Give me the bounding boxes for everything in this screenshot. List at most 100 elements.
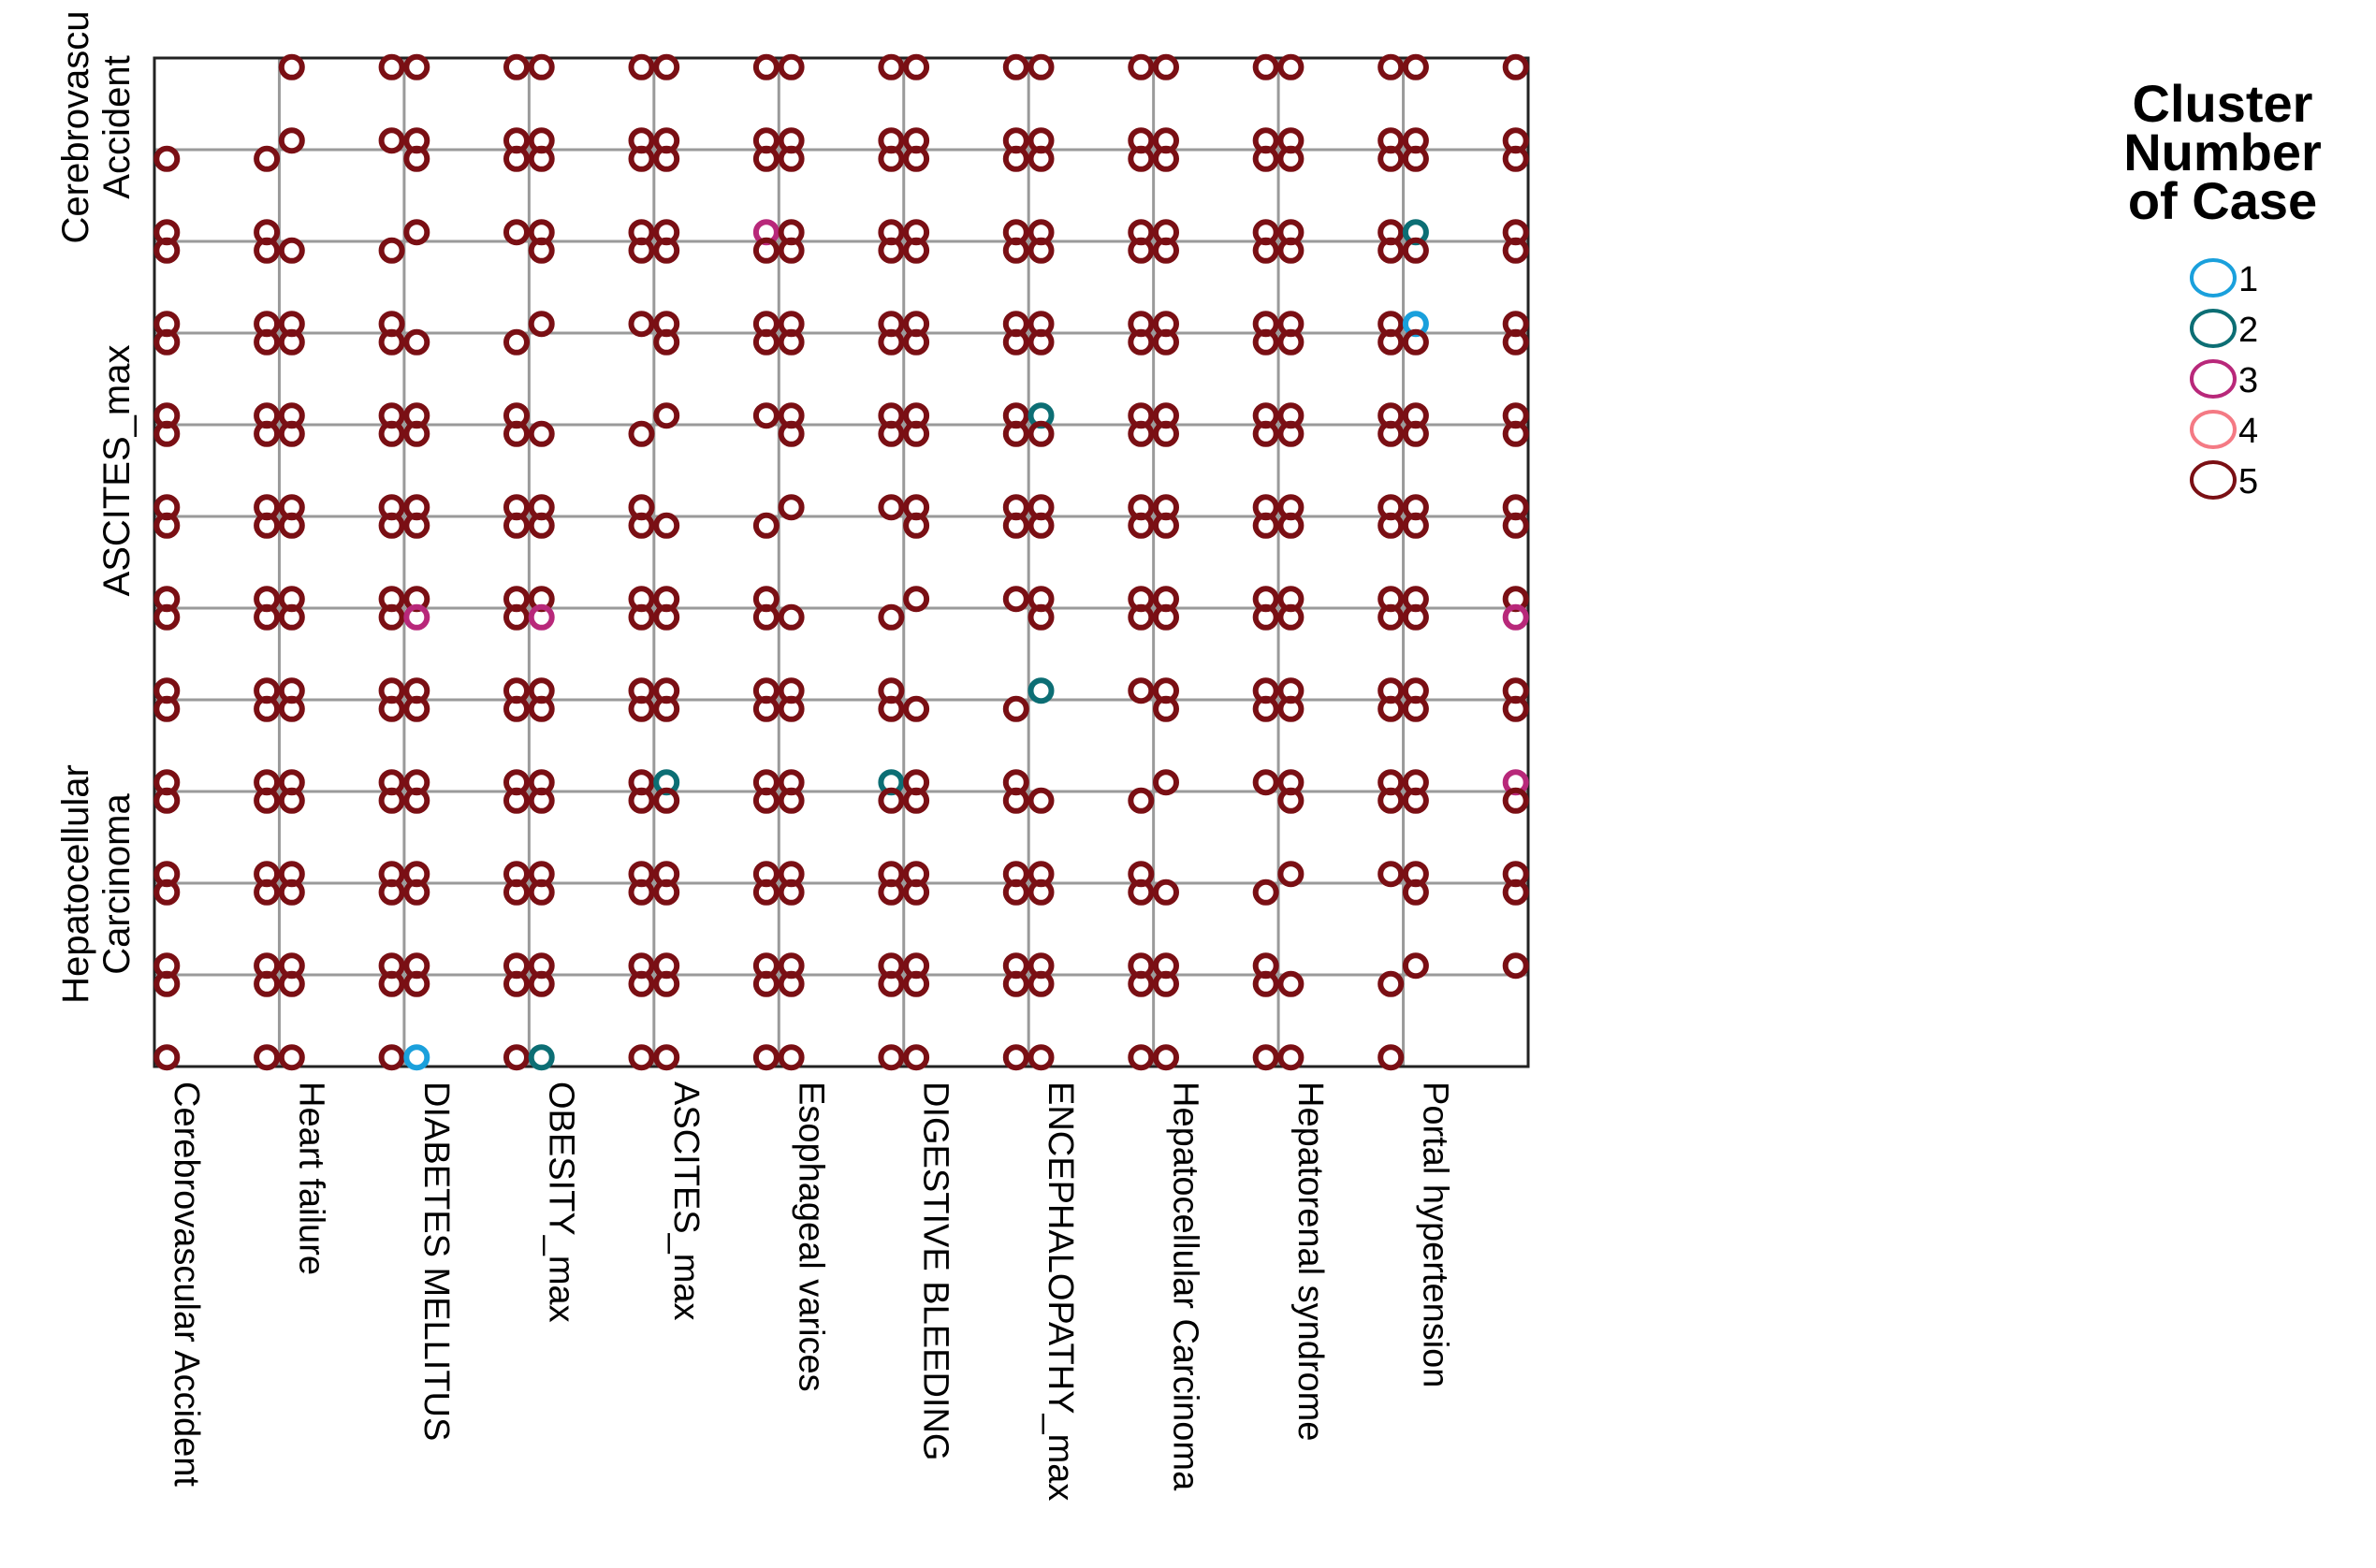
matrix-cell bbox=[1028, 603, 1155, 704]
data-point bbox=[254, 970, 281, 997]
x-axis-label: Cerebrovascular Accident bbox=[167, 1082, 206, 1487]
data-point bbox=[628, 311, 655, 338]
matrix-cell bbox=[1153, 603, 1279, 704]
matrix-cell bbox=[1277, 53, 1405, 154]
matrix-cell bbox=[528, 512, 655, 613]
matrix-cell bbox=[403, 420, 530, 521]
data-point bbox=[378, 1044, 405, 1071]
matrix-cell bbox=[903, 878, 1029, 980]
data-point bbox=[1128, 1044, 1155, 1071]
matrix-cell bbox=[528, 603, 655, 704]
data-point bbox=[1252, 603, 1279, 631]
matrix-cell bbox=[1028, 420, 1155, 521]
data-point bbox=[1028, 328, 1055, 356]
data-point bbox=[503, 145, 530, 172]
data-point bbox=[378, 787, 405, 814]
legend-marker bbox=[2190, 309, 2237, 348]
x-axis-label: Esophageal varices bbox=[791, 1082, 830, 1392]
data-point bbox=[1153, 1044, 1179, 1071]
data-point bbox=[1153, 328, 1179, 356]
matrix-cell bbox=[1153, 878, 1279, 980]
x-axis-label: DIGESTIVE BLEEDING bbox=[916, 1082, 955, 1460]
data-point bbox=[503, 512, 530, 539]
matrix-cell bbox=[153, 237, 281, 338]
data-point bbox=[153, 787, 181, 814]
matrix-cell bbox=[1028, 787, 1155, 888]
data-point bbox=[1252, 237, 1279, 264]
matrix-cell bbox=[1028, 237, 1155, 338]
data-point bbox=[653, 603, 680, 631]
data-point bbox=[1402, 328, 1429, 356]
data-point bbox=[1128, 878, 1155, 906]
data-point bbox=[1252, 420, 1279, 447]
x-axis-label: OBESITY_max bbox=[541, 1082, 580, 1323]
data-point bbox=[528, 878, 555, 906]
matrix-cell bbox=[278, 878, 405, 980]
data-point bbox=[1402, 145, 1429, 172]
data-point bbox=[653, 237, 680, 264]
data-point bbox=[1502, 237, 1529, 264]
data-point bbox=[878, 787, 905, 814]
data-point bbox=[528, 145, 555, 172]
data-point bbox=[1128, 145, 1155, 172]
matrix-cell bbox=[1028, 145, 1155, 246]
data-point bbox=[778, 494, 805, 521]
legend-label: 2 bbox=[2238, 311, 2258, 350]
data-point bbox=[528, 603, 555, 631]
matrix-cell bbox=[278, 970, 405, 1071]
matrix-cell bbox=[153, 145, 281, 246]
matrix-cell bbox=[1277, 328, 1405, 429]
data-point bbox=[1277, 861, 1305, 888]
data-point bbox=[778, 420, 805, 447]
data-point bbox=[1028, 787, 1055, 814]
matrix-cell bbox=[778, 145, 905, 246]
data-point bbox=[628, 145, 655, 172]
matrix-cell bbox=[1402, 53, 1529, 154]
data-point bbox=[1002, 145, 1029, 172]
matrix-cell bbox=[778, 787, 905, 888]
data-point bbox=[403, 1044, 430, 1071]
legend-title: Number bbox=[2123, 123, 2322, 181]
data-point bbox=[528, 311, 555, 338]
matrix-cell bbox=[903, 145, 1029, 246]
matrix-cell bbox=[278, 53, 405, 154]
data-point bbox=[503, 878, 530, 906]
data-point bbox=[1002, 787, 1029, 814]
matrix-cell bbox=[903, 328, 1029, 429]
matrix-cell bbox=[903, 512, 1029, 613]
data-point bbox=[1402, 53, 1429, 80]
data-point bbox=[1252, 145, 1279, 172]
matrix-cell bbox=[1277, 237, 1405, 338]
data-point bbox=[403, 145, 430, 172]
data-point bbox=[1252, 769, 1279, 796]
matrix-cell bbox=[1402, 878, 1529, 980]
matrix-cell bbox=[1028, 878, 1155, 980]
matrix-cell bbox=[653, 145, 780, 246]
data-point bbox=[153, 878, 181, 906]
data-point bbox=[778, 328, 805, 356]
data-point bbox=[653, 328, 680, 356]
data-point bbox=[1502, 512, 1529, 539]
data-point bbox=[878, 1044, 905, 1071]
data-point bbox=[403, 603, 430, 631]
data-point bbox=[628, 603, 655, 631]
data-point bbox=[1252, 878, 1279, 906]
data-point bbox=[1028, 970, 1055, 997]
y-axis-label: Hepatocellular bbox=[55, 764, 96, 1004]
data-point bbox=[1377, 237, 1405, 264]
matrix-cell bbox=[1153, 237, 1279, 338]
matrix-cell bbox=[403, 603, 530, 704]
data-point bbox=[1153, 145, 1179, 172]
data-point bbox=[1377, 695, 1405, 722]
matrix-cell bbox=[1402, 145, 1529, 246]
matrix-cell bbox=[653, 695, 780, 796]
data-point bbox=[528, 1044, 555, 1071]
matrix-cell bbox=[778, 695, 905, 796]
matrix-cell bbox=[903, 237, 1029, 338]
matrix-cell bbox=[153, 420, 281, 521]
data-point bbox=[878, 420, 905, 447]
data-point bbox=[278, 328, 305, 356]
data-point bbox=[1377, 328, 1405, 356]
data-point bbox=[153, 328, 181, 356]
matrix-cell bbox=[1153, 512, 1279, 613]
